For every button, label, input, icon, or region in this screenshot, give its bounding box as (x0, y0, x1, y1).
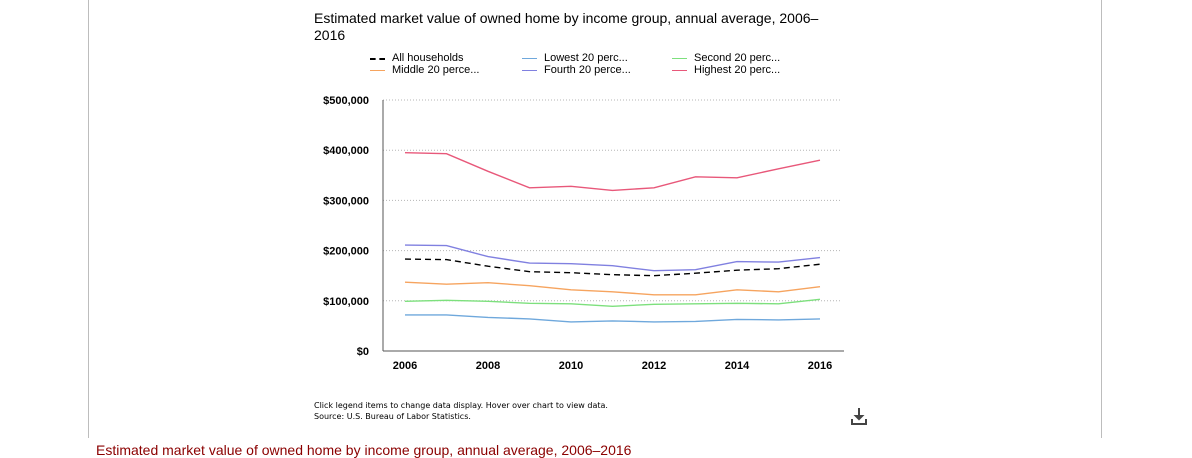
chart-title: Estimated market value of owned home by … (314, 10, 819, 43)
legend-label: Middle 20 perce... (392, 64, 480, 76)
x-tick-label: 2006 (393, 360, 417, 372)
line-chart[interactable]: $0 $100,000 $200,000 $300,000 $400,000 $500,0… (0, 0, 1192, 400)
legend-swatch (370, 58, 385, 60)
series-line-highest-20-percent (404, 152, 821, 192)
download-button[interactable] (847, 404, 871, 428)
x-tick-label: 2010 (559, 360, 583, 372)
legend-label: Fourth 20 perce... (544, 64, 631, 76)
legend-swatch (672, 58, 687, 59)
x-tick-label: 2008 (476, 360, 500, 372)
chart-legend: All households Lowest 20 perc... Second 20… (370, 52, 840, 82)
legend-swatch (370, 70, 385, 71)
y-tick-label: $100,000 (323, 296, 369, 308)
chart-notes: Click legend items to change data displa… (314, 400, 608, 422)
legend-swatch (672, 70, 687, 71)
y-tick-label: $0 (357, 346, 369, 358)
download-icon (851, 408, 867, 425)
legend-swatch (522, 70, 537, 71)
legend-label: Second 20 perc... (694, 52, 781, 64)
x-tick-label: 2014 (725, 360, 750, 372)
series-line-middle-20-percent (404, 281, 821, 296)
table-caption: Estimated market value of owned home by … (96, 442, 632, 458)
chart-instructions: Click legend items to change data displa… (314, 401, 608, 410)
series-line-lowest-20-percent (405, 314, 821, 323)
legend-label: All households (392, 52, 464, 64)
series-line-fourth-20-percent (404, 244, 821, 272)
legend-swatch (522, 58, 537, 59)
x-tick-label: 2016 (808, 360, 832, 372)
legend-label: Lowest 20 perc... (544, 52, 628, 64)
y-tick-label: $300,000 (323, 195, 369, 207)
y-tick-label: $200,000 (323, 246, 369, 258)
content-frame (88, 0, 1102, 438)
y-tick-label: $500,000 (323, 95, 369, 107)
chart-source: Source: U.S. Bureau of Labor Statistics. (314, 412, 471, 421)
x-tick-label: 2012 (642, 360, 666, 372)
legend-label: Highest 20 perc... (694, 64, 781, 76)
y-tick-label: $400,000 (323, 145, 369, 157)
series-line-second-20-percent (404, 298, 821, 308)
